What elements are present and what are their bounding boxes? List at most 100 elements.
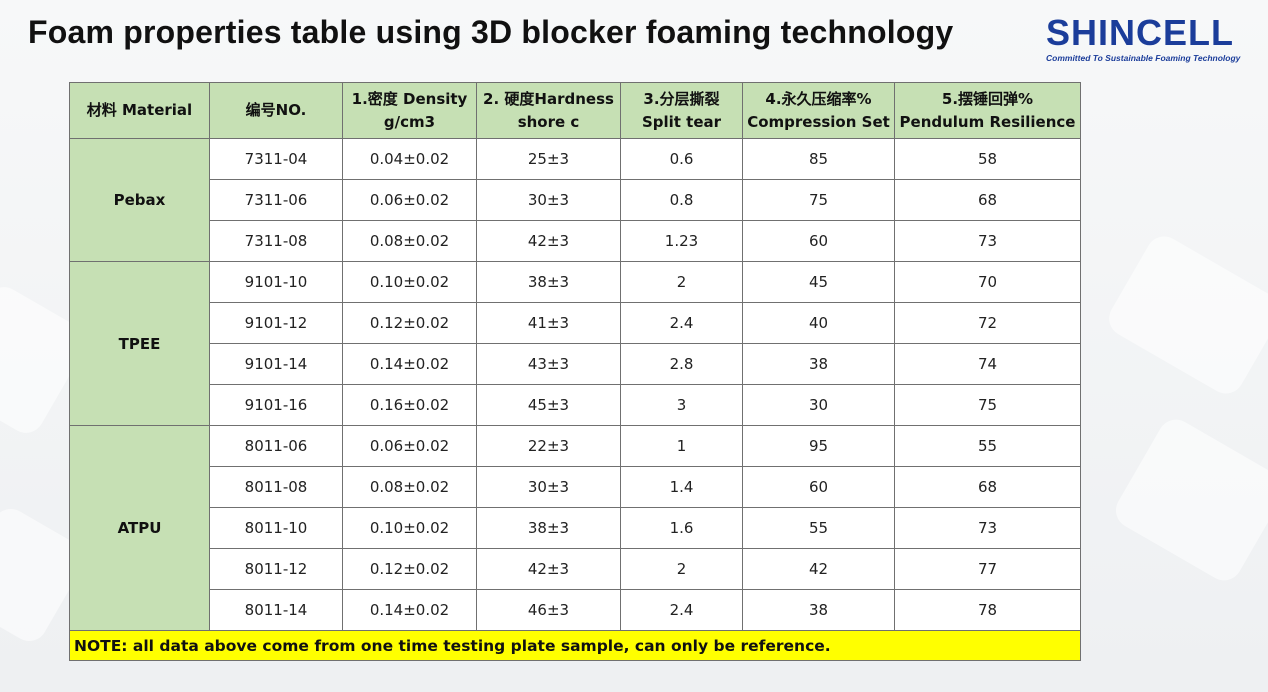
material-cell: Pebax <box>69 138 210 262</box>
column-header-number: 编号NO. <box>209 82 343 139</box>
column-header-text: Compression Set <box>747 112 890 131</box>
resilience-cell: 74 <box>894 343 1081 385</box>
hardness-cell: 42±3 <box>476 220 621 262</box>
resilience-cell: 77 <box>894 548 1081 590</box>
table-row: 8011-12 0.12±0.02 42±3 2 42 77 <box>70 548 1081 590</box>
resilience-cell: 75 <box>894 384 1081 426</box>
hardness-cell: 43±3 <box>476 343 621 385</box>
resilience-cell: 72 <box>894 302 1081 344</box>
number-cell: 7311-08 <box>209 220 343 262</box>
density-cell: 0.08±0.02 <box>342 220 477 262</box>
hardness-cell: 30±3 <box>476 179 621 221</box>
number-cell: 9101-12 <box>209 302 343 344</box>
number-cell: 8011-12 <box>209 548 343 590</box>
hardness-cell: 41±3 <box>476 302 621 344</box>
split-tear-cell: 1.6 <box>620 507 743 549</box>
number-cell: 8011-08 <box>209 466 343 508</box>
resilience-cell: 73 <box>894 507 1081 549</box>
hardness-cell: 46±3 <box>476 589 621 631</box>
compression-set-cell: 95 <box>742 425 895 467</box>
compression-set-cell: 45 <box>742 261 895 303</box>
resilience-cell: 68 <box>894 179 1081 221</box>
density-cell: 0.04±0.02 <box>342 138 477 180</box>
resilience-cell: 58 <box>894 138 1081 180</box>
column-header-material: 材料 Material <box>69 82 210 139</box>
page-title: Foam properties table using 3D blocker f… <box>28 14 954 50</box>
hardness-cell: 22±3 <box>476 425 621 467</box>
table-row: 7311-08 0.08±0.02 42±3 1.23 60 73 <box>70 220 1081 262</box>
table-row: TPEE 9101-10 0.10±0.02 38±3 2 45 70 <box>69 261 1081 426</box>
column-header-text: 材料 Material <box>86 101 193 119</box>
split-tear-cell: 2 <box>620 261 743 303</box>
compression-set-cell: 60 <box>742 466 895 508</box>
split-tear-cell: 1 <box>620 425 743 467</box>
column-header-text: 4.永久压缩率% <box>765 89 872 108</box>
logo-tagline: Committed To Sustainable Foaming Technol… <box>1046 53 1241 63</box>
hardness-cell: 45±3 <box>476 384 621 426</box>
table-row: 9101-14 0.14±0.02 43±3 2.8 38 74 <box>70 343 1081 385</box>
table-row: Pebax 7311-04 0.04±0.02 25±3 0.6 85 58 <box>69 138 1081 262</box>
table-row: 9101-12 0.12±0.02 41±3 2.4 40 72 <box>70 302 1081 344</box>
resilience-cell: 70 <box>894 261 1081 303</box>
number-cell: 9101-14 <box>209 343 343 385</box>
shincell-logo: SHINCELL Committed To Sustainable Foamin… <box>1046 12 1260 64</box>
number-cell: 8011-10 <box>209 507 343 549</box>
density-cell: 0.14±0.02 <box>342 343 477 385</box>
table-row: 8011-08 0.08±0.02 30±3 1.4 60 68 <box>70 466 1081 508</box>
column-header-text: 1.密度 Density <box>351 89 468 108</box>
compression-set-cell: 38 <box>742 589 895 631</box>
column-header-text: 5.摆锤回弹% <box>941 89 1034 108</box>
background-shape <box>1109 413 1268 587</box>
table-row: 8011-10 0.10±0.02 38±3 1.6 55 73 <box>70 507 1081 549</box>
column-header-text: 3.分层撕裂 <box>643 89 720 108</box>
split-tear-cell: 2 <box>620 548 743 590</box>
column-header-text: g/cm3 <box>383 112 436 131</box>
column-header-text: 2. 硬度Hardness <box>483 89 614 108</box>
split-tear-cell: 0.6 <box>620 138 743 180</box>
resilience-cell: 78 <box>894 589 1081 631</box>
column-header-pendulum-resilience: 5.摆锤回弹% Pendulum Resilience <box>894 82 1081 139</box>
density-cell: 0.12±0.02 <box>342 548 477 590</box>
density-cell: 0.06±0.02 <box>342 425 477 467</box>
resilience-cell: 68 <box>894 466 1081 508</box>
split-tear-cell: 3 <box>620 384 743 426</box>
background-shape <box>1102 229 1268 401</box>
density-cell: 0.10±0.02 <box>342 507 477 549</box>
number-cell: 8011-14 <box>209 589 343 631</box>
note-row: NOTE: all data above come from one time … <box>69 630 1081 661</box>
resilience-cell: 73 <box>894 220 1081 262</box>
split-tear-cell: 2.4 <box>620 302 743 344</box>
table-row: 7311-06 0.06±0.02 30±3 0.8 75 68 <box>70 179 1081 221</box>
density-cell: 0.08±0.02 <box>342 466 477 508</box>
hardness-cell: 38±3 <box>476 507 621 549</box>
split-tear-cell: 1.4 <box>620 466 743 508</box>
foam-properties-table: 材料 Material 编号NO. 1.密度 Density g/cm3 2. 硬度Ha… <box>69 82 1081 661</box>
compression-set-cell: 60 <box>742 220 895 262</box>
column-header-text: Pendulum Resilience <box>899 112 1076 131</box>
number-cell: 9101-10 <box>209 261 343 303</box>
compression-set-cell: 30 <box>742 384 895 426</box>
column-header-density: 1.密度 Density g/cm3 <box>342 82 477 139</box>
column-header-split-tear: 3.分层撕裂 Split tear <box>620 82 743 139</box>
column-header-text: shore c <box>517 112 580 131</box>
number-cell: 8011-06 <box>209 425 343 467</box>
hardness-cell: 38±3 <box>476 261 621 303</box>
split-tear-cell: 0.8 <box>620 179 743 221</box>
number-cell: 9101-16 <box>209 384 343 426</box>
compression-set-cell: 75 <box>742 179 895 221</box>
column-header-hardness: 2. 硬度Hardness shore c <box>476 82 621 139</box>
compression-set-cell: 38 <box>742 343 895 385</box>
column-header-compression-set: 4.永久压缩率% Compression Set <box>742 82 895 139</box>
compression-set-cell: 85 <box>742 138 895 180</box>
logo-wordmark: SHINCELL <box>1046 12 1234 53</box>
table-row: 8011-14 0.14±0.02 46±3 2.4 38 78 <box>70 589 1081 631</box>
hardness-cell: 30±3 <box>476 466 621 508</box>
density-cell: 0.10±0.02 <box>342 261 477 303</box>
density-cell: 0.06±0.02 <box>342 179 477 221</box>
column-header-text: 编号NO. <box>245 101 307 119</box>
density-cell: 0.16±0.02 <box>342 384 477 426</box>
compression-set-cell: 55 <box>742 507 895 549</box>
hardness-cell: 42±3 <box>476 548 621 590</box>
column-header-text: Split tear <box>641 112 722 131</box>
table-row: 9101-16 0.16±0.02 45±3 3 30 75 <box>70 384 1081 426</box>
